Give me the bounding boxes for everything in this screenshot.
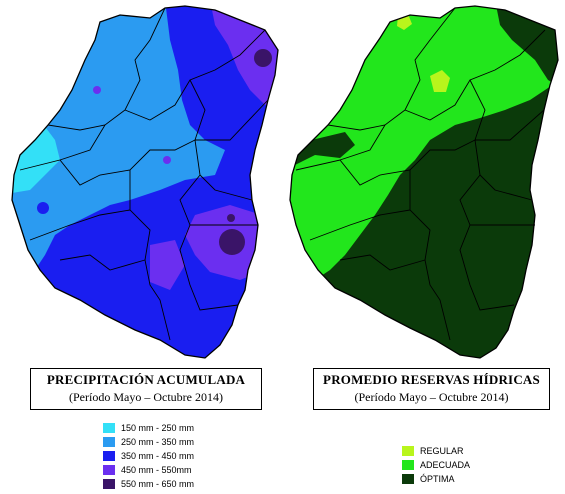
water-reserves-subtitle: (Período Mayo – Octubre 2014) xyxy=(354,390,509,404)
precipitation-title-box: PRECIPITACIÓN ACUMULADA (Período Mayo – … xyxy=(30,368,262,410)
water-reserves-title: PROMEDIO RESERVAS HÍDRICAS xyxy=(323,372,540,387)
department-borders-left xyxy=(11,5,279,359)
water-zone-optima-nw xyxy=(290,132,355,165)
precipitation-title: PRECIPITACIÓN ACUMULADA xyxy=(46,372,246,387)
precip-spot-w xyxy=(37,202,49,214)
legend-label: ÓPTIMA xyxy=(420,474,455,484)
legend-item: ADECUADA xyxy=(402,458,470,472)
legend-label: 350 mm - 450 mm xyxy=(121,451,195,461)
legend-swatch xyxy=(402,460,414,470)
legend-swatch xyxy=(103,437,115,447)
water-zone-regular-c xyxy=(430,70,450,92)
legend-item: ÓPTIMA xyxy=(402,472,470,486)
precip-spot-e xyxy=(227,214,235,222)
legend-label: 250 mm - 350 mm xyxy=(121,437,195,447)
maps-canvas xyxy=(11,5,559,359)
legend-swatch xyxy=(402,446,414,456)
legend-swatch xyxy=(103,423,115,433)
precipitation-legend: 150 mm - 250 mm 250 mm - 350 mm 350 mm -… xyxy=(103,421,194,491)
water-reserves-title-box: PROMEDIO RESERVAS HÍDRICAS (Período Mayo… xyxy=(313,368,550,410)
water-reserves-map xyxy=(289,5,559,359)
legend-item: 450 mm - 550mm xyxy=(103,463,194,477)
legend-swatch xyxy=(103,479,115,489)
legend-item: 350 mm - 450 mm xyxy=(103,449,194,463)
legend-swatch xyxy=(103,451,115,461)
precip-spot-c xyxy=(163,156,171,164)
legend-swatch xyxy=(103,465,115,475)
precip-zone-450-550-mid xyxy=(150,240,185,290)
precipitation-map xyxy=(11,5,279,359)
legend-label: 450 mm - 550mm xyxy=(121,465,192,475)
legend-item: 550 mm - 650 mm xyxy=(103,477,194,491)
legend-label: 150 mm - 250 mm xyxy=(121,423,195,433)
precip-spot-n xyxy=(93,86,101,94)
legend-item: 150 mm - 250 mm xyxy=(103,421,194,435)
legend-swatch xyxy=(402,474,414,484)
legend-item: 250 mm - 350 mm xyxy=(103,435,194,449)
precip-zone-550-650-ne xyxy=(254,49,272,67)
legend-label: REGULAR xyxy=(420,446,464,456)
legend-label: 550 mm - 650 mm xyxy=(121,479,195,489)
precip-zone-550-650-se xyxy=(219,229,245,255)
water-reserves-legend: REGULAR ADECUADA ÓPTIMA xyxy=(402,444,470,486)
precipitation-subtitle: (Período Mayo – Octubre 2014) xyxy=(69,390,223,404)
legend-item: REGULAR xyxy=(402,444,470,458)
legend-label: ADECUADA xyxy=(420,460,471,470)
department-borders-right xyxy=(289,5,559,359)
